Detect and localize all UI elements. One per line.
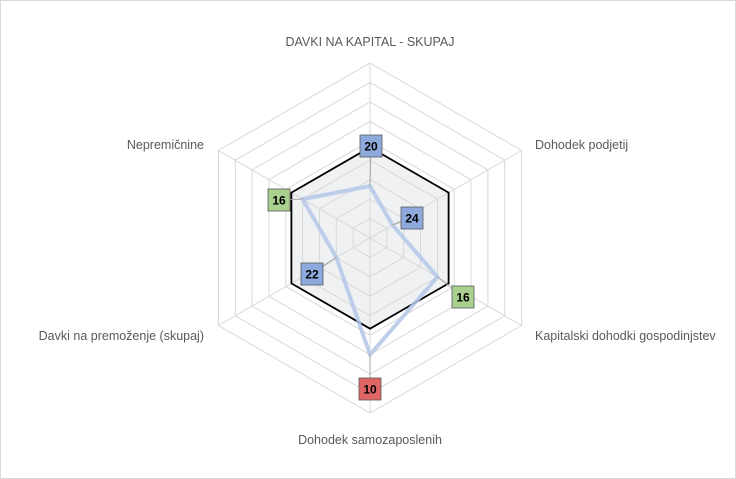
data-label-box: [358, 377, 382, 401]
data-label-box: [267, 188, 291, 212]
axis-label-3: Dohodek samozaposlenih: [298, 433, 442, 447]
grid-spoke: [218, 237, 371, 326]
data-label-value: 24: [405, 212, 419, 226]
data-label-value: 16: [272, 194, 286, 208]
data-label-box: [359, 134, 383, 158]
axis-label-5: Nepremičnine: [127, 138, 204, 152]
grid-spoke: [218, 150, 371, 239]
grid-spoke: [369, 237, 522, 326]
data-label-value: 22: [305, 268, 319, 282]
data-label-value: 10: [363, 383, 377, 397]
data-label-value: 16: [456, 291, 470, 305]
axis-label-0: DAVKI NA KAPITAL - SKUPAJ: [285, 35, 454, 49]
axis-label-2: Kapitalski dohodki gospodinjstev: [535, 329, 716, 343]
axis-label-1: Dohodek podjetij: [535, 138, 628, 152]
data-label-box: [300, 262, 324, 286]
data-label-value: 20: [364, 140, 378, 154]
data-label-box: [451, 285, 475, 309]
data-label-box: [400, 206, 424, 230]
grid-spoke: [369, 150, 522, 239]
axis-label-4: Davki na premoženje (skupaj): [39, 329, 204, 343]
